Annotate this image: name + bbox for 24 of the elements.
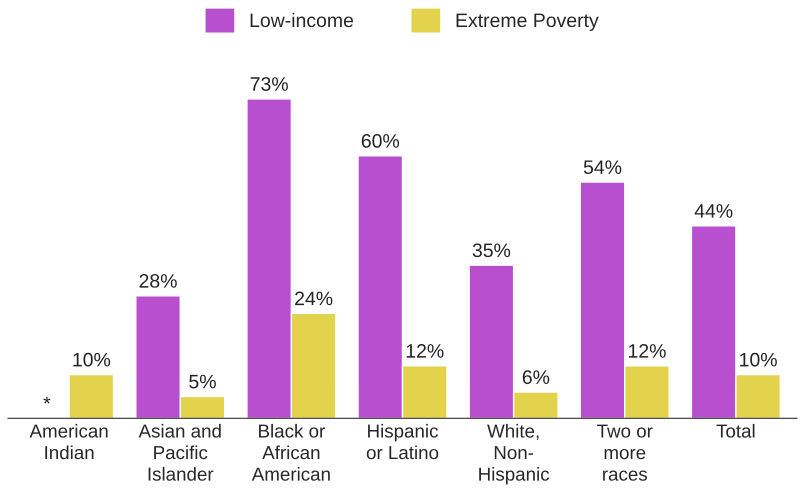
legend-label: Low-income — [250, 12, 354, 28]
bar — [68, 374, 114, 418]
data-label: 24% — [295, 292, 332, 306]
x-tick-label: Two or more races — [597, 424, 653, 481]
x-tick-label: Total — [716, 424, 754, 438]
data-label: 5% — [189, 374, 216, 388]
x-tick-label: Hispanic or Latino — [366, 424, 438, 460]
data-label: 60% — [362, 134, 400, 148]
x-tick-label: Black or African American — [252, 424, 330, 481]
data-label: 28% — [140, 274, 177, 288]
data-label: 12% — [629, 344, 666, 358]
legend-label: Extreme Poverty — [456, 14, 599, 32]
x-tick-label: American Indian — [30, 424, 108, 460]
data-label: 54% — [584, 160, 622, 174]
data-label: 10% — [740, 352, 777, 367]
data-label: 10% — [73, 352, 110, 367]
data-label: 6% — [522, 370, 550, 384]
data-label: 73% — [250, 77, 288, 91]
x-tick-label: Asian and Pacific Islander — [138, 424, 221, 481]
x-tick-label: White, Non- Hispanic — [479, 424, 550, 484]
data-label: 44% — [694, 204, 732, 218]
data-label: 35% — [472, 243, 510, 258]
text: * — [43, 396, 50, 404]
data-label: 12% — [406, 344, 444, 358]
